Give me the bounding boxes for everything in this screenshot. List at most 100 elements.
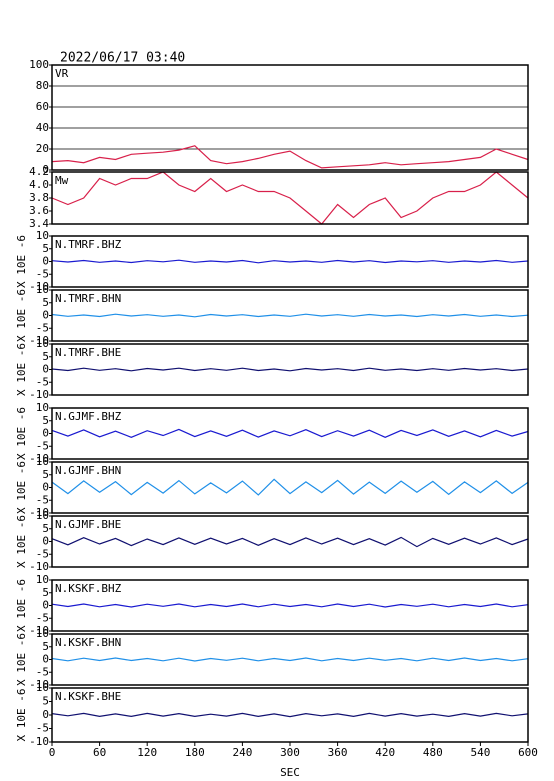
y-tick-label: 5 (42, 414, 49, 427)
panel-label: N.TMRF.BHZ (55, 238, 122, 251)
y-axis-label: X 10E -6 (15, 407, 28, 460)
y-tick-label: 0 (42, 427, 49, 440)
y-tick-label: -5 (36, 611, 49, 624)
y-tick-label: -10 (29, 624, 49, 637)
panel-label: N.KSKF.BHN (55, 636, 121, 649)
y-tick-label: 10 (36, 283, 49, 296)
panel-label: N.TMRF.BHN (55, 292, 121, 305)
y-axis-label: X 10E -6 (15, 235, 28, 288)
y-tick-label: 0 (42, 163, 49, 176)
trace (51, 367, 529, 372)
trace (51, 313, 529, 318)
panel-label: VR (55, 67, 69, 80)
panel-frame (51, 407, 529, 460)
y-tick-label: 0 (42, 481, 49, 494)
y-tick-label: 5 (42, 242, 49, 255)
trace (51, 603, 529, 608)
y-tick-label: -5 (36, 375, 49, 388)
y-tick-label: 4.0 (29, 178, 49, 191)
y-tick-label: -10 (29, 452, 49, 465)
x-axis-label: SEC (280, 766, 300, 779)
y-tick-label: -10 (29, 388, 49, 401)
y-axis-label: X 10E -6 (15, 343, 28, 396)
panel-label: N.GJMF.BHZ (55, 410, 122, 423)
y-tick-label: 3.6 (29, 204, 49, 217)
y-tick-label: 3.8 (29, 191, 49, 204)
y-tick-label: -10 (29, 560, 49, 573)
y-tick-label: -10 (29, 334, 49, 347)
y-tick-label: 20 (36, 142, 49, 155)
y-tick-label: 0 (42, 653, 49, 666)
panel-frame (51, 579, 529, 632)
y-tick-label: 5 (42, 586, 49, 599)
x-tick-label: 60 (93, 746, 106, 759)
x-tick-label: 420 (375, 746, 395, 759)
y-tick-label: 100 (29, 58, 49, 71)
y-tick-label: 10 (36, 573, 49, 586)
y-tick-label: 5 (42, 468, 49, 481)
y-tick-label: 10 (36, 509, 49, 522)
panel-frame (51, 343, 529, 396)
y-tick-label: -5 (36, 722, 49, 735)
trace (51, 171, 529, 225)
y-tick-label: -5 (36, 493, 49, 506)
y-tick-label: 5 (42, 296, 49, 309)
panel-frame (51, 515, 529, 568)
y-tick-label: 0 (42, 363, 49, 376)
y-tick-label: 60 (36, 100, 49, 113)
trace (51, 145, 529, 169)
panel-label: N.GJMF.BHE (55, 518, 121, 531)
x-tick-label: 300 (280, 746, 300, 759)
x-tick-label: 600 (518, 746, 538, 759)
y-tick-label: 0 (42, 599, 49, 612)
panel-label: N.KSKF.BHZ (55, 582, 122, 595)
trace (51, 478, 529, 496)
panel-label: N.GJMF.BHN (55, 464, 121, 477)
y-tick-label: 5 (42, 640, 49, 653)
y-tick-label: 10 (36, 455, 49, 468)
x-tick-label: 540 (470, 746, 490, 759)
y-tick-label: 5 (42, 350, 49, 363)
y-tick-label: 3.4 (29, 217, 49, 230)
panel-frame (51, 171, 529, 225)
panel-frame (51, 461, 529, 514)
y-tick-label: -5 (36, 439, 49, 452)
x-tick-label: 360 (328, 746, 348, 759)
trace (51, 536, 529, 548)
y-tick-label: 10 (36, 401, 49, 414)
trace (51, 712, 529, 718)
trace (51, 428, 529, 438)
y-tick-label: -5 (36, 665, 49, 678)
y-tick-label: -5 (36, 267, 49, 280)
y-tick-label: -10 (29, 506, 49, 519)
panel-frame (51, 633, 529, 686)
panel-frame (51, 289, 529, 342)
x-tick-label: 120 (137, 746, 157, 759)
y-axis-label: X 10E -6 (15, 515, 28, 568)
y-tick-label: 40 (36, 121, 49, 134)
panel-label: N.TMRF.BHE (55, 346, 121, 359)
y-tick-label: 5 (42, 695, 49, 708)
y-tick-label: 10 (36, 627, 49, 640)
y-tick-label: 10 (36, 337, 49, 350)
x-tick-label: 240 (232, 746, 252, 759)
trace (51, 259, 529, 264)
y-axis-label: X 10E -6 (15, 579, 28, 632)
y-tick-label: 10 (36, 681, 49, 694)
y-tick-label: 80 (36, 79, 49, 92)
y-tick-label: 0 (42, 708, 49, 721)
y-tick-label: 4.2 (29, 165, 49, 178)
y-tick-label: -10 (29, 678, 49, 691)
y-axis-label: X 10E -6 (15, 461, 28, 514)
chart-title: 2022/06/17 03:40 (60, 51, 185, 66)
panel-frame (51, 235, 529, 288)
y-tick-label: -10 (29, 735, 49, 748)
y-tick-label: -5 (36, 321, 49, 334)
y-tick-label: 0 (42, 255, 49, 268)
panel-label: Mw (55, 174, 69, 187)
y-tick-label: 10 (36, 229, 49, 242)
y-tick-label: -5 (36, 547, 49, 560)
y-tick-label: 0 (42, 535, 49, 548)
